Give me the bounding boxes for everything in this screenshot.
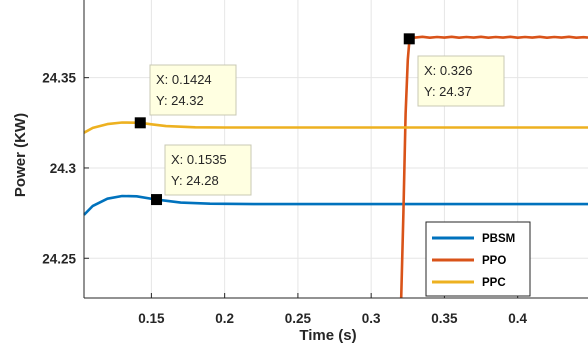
data-tips: X: 0.1424 Y: 24.32 X: 0.1535 Y: 24.28 X: 0.3… [134,33,505,206]
y-tick-label: 24.35 [42,71,76,86]
x-tick-label: 0.4 [508,311,527,326]
x-tick-label: 0.25 [285,311,312,326]
data-tip-x: X: 0.1535 [171,152,227,167]
data-tip-marker [134,117,146,129]
y-axis-label: Power (KW) [12,113,29,197]
y-tick-label: 24.25 [42,251,76,266]
data-tip: X: 0.1424 Y: 24.32 [134,64,237,129]
legend-label-ppo: PPO [482,255,506,267]
x-tick-label: 0.3 [362,311,381,326]
data-tip-box [149,64,237,116]
data-tip-x: X: 0.326 [424,63,472,78]
x-axis-label: Time (s) [299,327,356,343]
axes [83,0,588,299]
series-line-ppc [83,121,588,134]
data-tip-marker [403,33,415,45]
data-tip-y: Y: 24.37 [424,84,472,99]
legend-label-pbsm: PBSM [482,233,515,245]
x-tick-label: 0.15 [138,311,165,326]
legend-label-ppc: PPC [482,277,506,289]
tick-labels: 0.15 0.2 0.25 0.3 0.35 0.4 24.25 24.3 24.35 [42,71,527,326]
x-tick-label: 0.2 [215,311,234,326]
data-tip-x: X: 0.1424 [156,72,212,87]
data-tip-y: Y: 24.32 [156,93,204,108]
data-tip: X: 0.1535 Y: 24.28 [151,144,252,206]
legend: PBSM PPO PPC [425,221,531,297]
x-tick-label: 0.35 [431,311,458,326]
data-tip-box [164,144,252,196]
data-tip-box [417,55,505,107]
data-tip-y: Y: 24.28 [171,173,219,188]
data-tip-marker [151,194,163,206]
y-tick-label: 24.3 [50,161,77,176]
series-line-pbsm [83,194,588,216]
data-tip: X: 0.326 Y: 24.37 [403,33,505,107]
